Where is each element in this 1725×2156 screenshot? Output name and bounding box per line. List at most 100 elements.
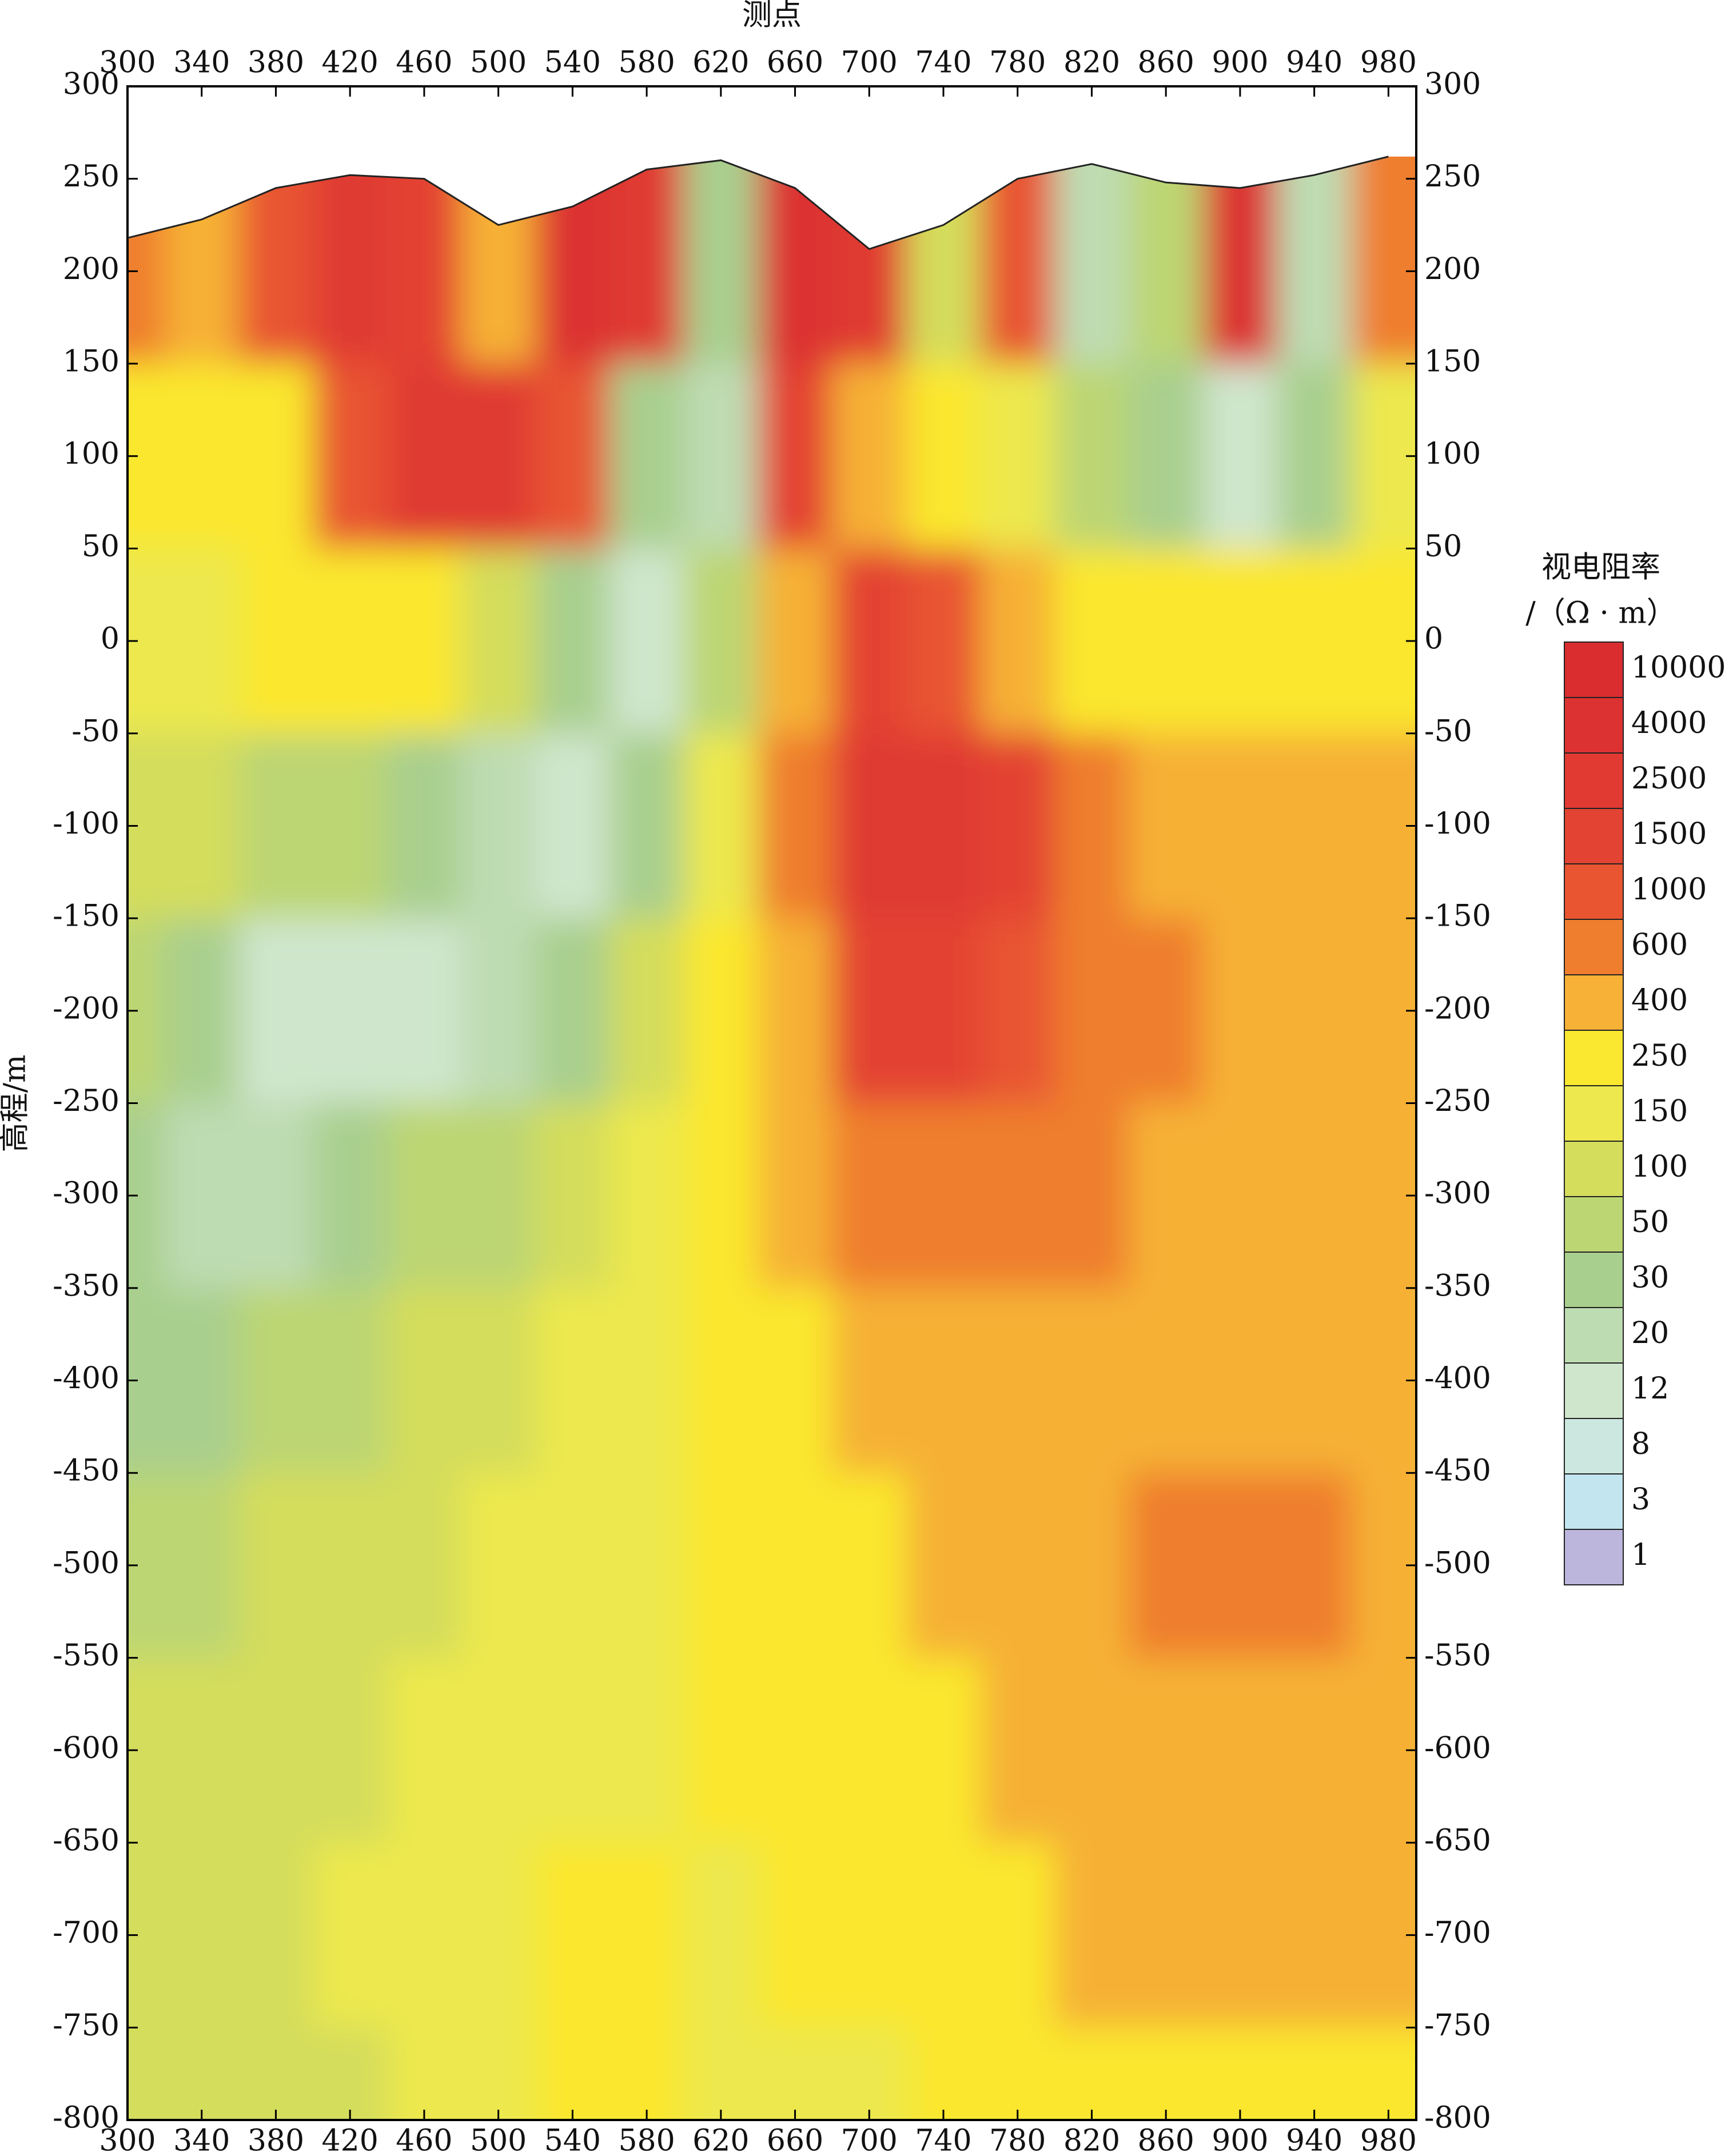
cell — [164, 2027, 240, 2120]
legend-label: 400 — [1631, 983, 1688, 1018]
x-tick-label: 900 — [1212, 2124, 1268, 2156]
cell — [1351, 1473, 1416, 1659]
cell — [980, 918, 1055, 1104]
cell — [683, 1473, 759, 1659]
legend-label: 100 — [1631, 1150, 1688, 1184]
legend-label: 20 — [1631, 1316, 1669, 1350]
x-tick-label: 820 — [1063, 46, 1120, 80]
cell — [387, 1657, 462, 1843]
cell — [1351, 1103, 1416, 1289]
y-title: 高程/m — [0, 1055, 33, 1153]
x-tick-label: 860 — [1138, 2124, 1194, 2156]
legend-swatch — [1564, 1252, 1624, 1308]
cell — [164, 918, 240, 1104]
y-tick-label: -800 — [1424, 2101, 1491, 2135]
cell — [535, 1103, 611, 1289]
legend-swatch — [1564, 974, 1624, 1031]
x-tick-label: 780 — [989, 2124, 1046, 2156]
cell — [1203, 364, 1278, 549]
cell — [832, 1288, 907, 1474]
cell — [1277, 2027, 1352, 2120]
cell — [1203, 548, 1278, 734]
cell — [1129, 1288, 1204, 1474]
cell — [980, 733, 1055, 919]
legend-label: 10000 — [1631, 651, 1725, 685]
y-tick-label: -600 — [53, 1731, 119, 1766]
legend-label: 2500 — [1631, 762, 1707, 796]
cell — [313, 918, 388, 1104]
y-tick-label: 100 — [1424, 437, 1481, 471]
cell — [535, 918, 611, 1104]
surface-line — [127, 156, 1389, 250]
cell — [1351, 1657, 1416, 1843]
cell — [535, 364, 611, 549]
cell — [1203, 733, 1278, 919]
cell — [1054, 1657, 1130, 1843]
x-tick-label: 740 — [915, 2124, 971, 2156]
legend-swatch — [1564, 1362, 1624, 1419]
axes: 3003003403403803804204204604605005005405… — [53, 46, 1491, 2156]
cell — [387, 918, 462, 1104]
cell — [832, 918, 907, 1104]
y-tick-label: -750 — [1424, 2008, 1491, 2043]
cell — [832, 1657, 907, 1843]
cell — [238, 2027, 314, 2120]
legend-swatch — [1564, 1196, 1624, 1253]
y-tick-label: 200 — [63, 252, 119, 286]
cell — [906, 918, 981, 1104]
cell — [832, 1103, 907, 1289]
x-tick-label: 940 — [1286, 2124, 1342, 2156]
y-tick-label: 250 — [1424, 160, 1481, 194]
cell — [1129, 1473, 1204, 1659]
cell — [832, 364, 907, 549]
cell — [461, 733, 536, 919]
cell — [1203, 2027, 1278, 2120]
cell — [1277, 548, 1352, 734]
cell — [906, 733, 981, 919]
cell — [164, 1842, 240, 2029]
y-tick-label: -400 — [1424, 1361, 1491, 1396]
cell — [238, 364, 314, 549]
cell — [535, 1842, 611, 2029]
cell — [1203, 1473, 1278, 1659]
y-tick-label: -200 — [53, 991, 119, 1026]
x-tick-label: 340 — [173, 46, 230, 80]
y-tick-label: 150 — [1424, 345, 1481, 379]
cell — [906, 548, 981, 734]
y-tick-label: -100 — [1424, 807, 1491, 841]
y-tick-label: 300 — [63, 67, 119, 102]
cell — [238, 1842, 314, 2029]
cell — [313, 1288, 388, 1474]
cell — [609, 918, 684, 1104]
cell — [238, 1473, 314, 1659]
x-tick-label: 540 — [544, 46, 601, 80]
cells — [128, 156, 1416, 2120]
cell — [1054, 1288, 1130, 1474]
x-tick-label: 780 — [989, 46, 1046, 80]
y-tick-label: -300 — [1424, 1177, 1491, 1211]
cell — [1054, 1103, 1130, 1289]
cell — [164, 364, 240, 549]
cell — [1054, 156, 1130, 365]
x-tick-label: 380 — [248, 46, 304, 80]
cell — [461, 1842, 536, 2029]
y-tick-label: -350 — [53, 1269, 119, 1303]
cell — [683, 1103, 759, 1289]
cell — [535, 1657, 611, 1843]
cell — [832, 1842, 907, 2029]
cell — [980, 1288, 1055, 1474]
legend-unit: /（Ω · m） — [1525, 596, 1676, 631]
x-title: 测点 — [742, 0, 802, 33]
cell — [238, 733, 314, 919]
cell — [683, 1842, 759, 2029]
cell — [238, 1288, 314, 1474]
cell — [683, 1288, 759, 1474]
cell — [758, 548, 833, 734]
legend-swatch — [1564, 1141, 1624, 1197]
cell — [758, 1288, 833, 1474]
cell — [980, 1103, 1055, 1289]
cell — [1129, 2027, 1204, 2120]
y-tick-label: -350 — [1424, 1269, 1491, 1303]
cell — [758, 733, 833, 919]
y-tick-label: -250 — [53, 1084, 119, 1118]
